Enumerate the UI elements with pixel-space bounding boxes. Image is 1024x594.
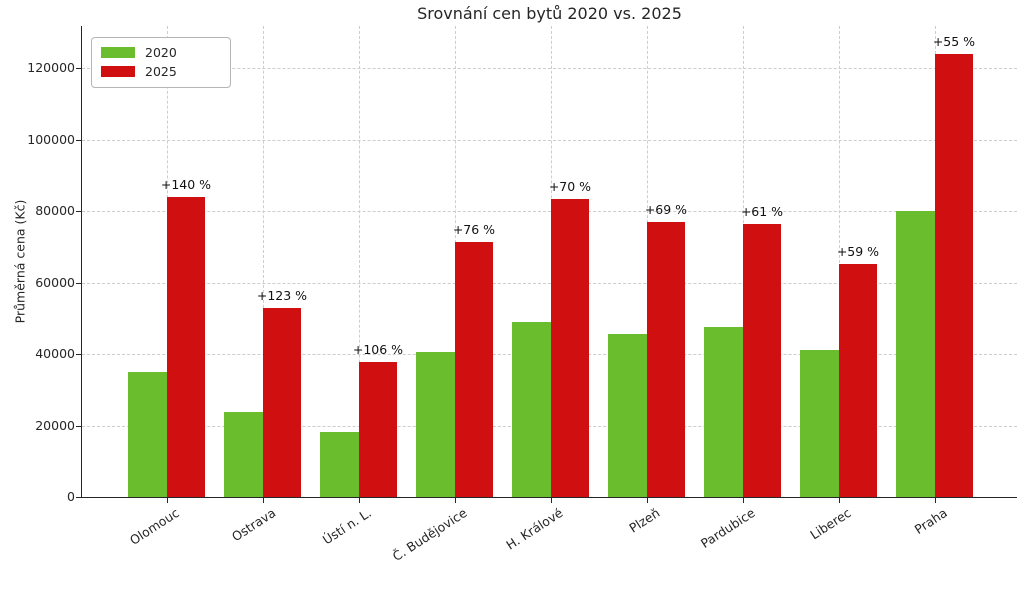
y-tick-label-0: 0	[67, 489, 75, 504]
legend-label-2020: 2020	[145, 45, 177, 60]
x-tick-label-0: Olomouc	[127, 505, 182, 548]
bar-2020-0	[128, 371, 167, 497]
chart-title: Srovnání cen bytů 2020 vs. 2025	[417, 4, 682, 23]
annotation-4: +70 %	[548, 179, 592, 195]
bar-2025-2	[358, 362, 398, 497]
y-tick-label-40000: 40000	[35, 346, 75, 361]
legend-label-2025: 2025	[145, 64, 177, 79]
gridline-y-120000	[82, 68, 1017, 69]
bar-2020-8	[896, 211, 935, 497]
x-tick-label-5: Plzeň	[625, 505, 662, 536]
x-tick-8	[934, 498, 936, 503]
gridline-y-100000	[82, 139, 1017, 141]
x-tick-4	[550, 498, 552, 503]
x-tick-label-1: Ostrava	[228, 505, 278, 545]
y-tick-60000	[75, 282, 82, 284]
x-tick-5	[646, 498, 648, 503]
annotation-1: +123 %	[256, 288, 308, 304]
y-tick-20000	[75, 425, 82, 427]
annotation-3: +76 %	[452, 222, 496, 238]
bar-2020-2	[320, 431, 359, 497]
gridline-x-1	[262, 26, 264, 497]
x-tick-2	[358, 498, 360, 503]
annotation-7: +59 %	[836, 243, 880, 259]
bar-2020-3	[416, 352, 455, 497]
y-tick-80000	[75, 211, 82, 212]
y-tick-0	[75, 497, 82, 498]
bar-2025-6	[742, 223, 782, 497]
bar-2020-5	[608, 334, 647, 497]
gridline-x-2	[358, 26, 360, 497]
x-axis-line	[81, 497, 1017, 498]
annotation-2: +106 %	[352, 342, 404, 358]
bar-2025-0	[166, 196, 206, 497]
x-tick-label-4: H. Králové	[503, 505, 566, 553]
bar-2025-7	[838, 263, 878, 497]
y-tick-40000	[75, 354, 82, 355]
bar-2025-8	[934, 53, 974, 497]
y-tick-label-60000: 60000	[35, 274, 75, 290]
y-tick-120000	[75, 68, 82, 69]
annotation-0: +140 %	[160, 176, 212, 192]
x-tick-label-8: Praha	[911, 505, 950, 538]
x-tick-label-7: Liberec	[807, 505, 854, 543]
annotation-6: +61 %	[740, 203, 784, 219]
bar-2025-4	[550, 199, 590, 497]
y-tick-label-120000: 120000	[27, 60, 75, 75]
y-axis-line	[81, 26, 82, 498]
legend-item-2020: 2020	[101, 43, 221, 62]
x-tick-label-2: Ústí n. L.	[319, 505, 374, 548]
bar-2020-7	[800, 350, 839, 497]
y-tick-label-80000: 80000	[35, 203, 75, 218]
gridline-y-60000	[82, 282, 1017, 284]
legend-swatch-2025	[101, 66, 135, 77]
bar-2025-3	[454, 242, 494, 497]
bar-2020-6	[704, 327, 743, 497]
y-tick-label-20000: 20000	[35, 417, 75, 433]
gridline-x-7	[838, 26, 840, 497]
gridline-y-80000	[82, 211, 1017, 212]
x-tick-0	[166, 498, 168, 503]
bar-2020-4	[512, 321, 551, 497]
annotation-5: +69 %	[644, 202, 688, 218]
bar-2025-5	[646, 222, 686, 497]
y-tick-label-100000: 100000	[27, 131, 75, 147]
x-tick-3	[454, 498, 456, 503]
legend-swatch-2020	[101, 47, 135, 58]
legend-item-2025: 2025	[101, 62, 221, 81]
bar-2020-1	[224, 412, 263, 497]
x-tick-1	[262, 498, 264, 503]
y-tick-100000	[75, 139, 82, 141]
x-tick-label-3: Č. Budějovice	[390, 505, 470, 565]
x-tick-6	[742, 498, 744, 503]
bar-2025-1	[262, 308, 302, 497]
x-tick-7	[838, 498, 840, 503]
legend: 2020 2025	[91, 37, 231, 88]
annotation-8: +55 %	[932, 33, 976, 49]
x-tick-label-6: Pardubice	[698, 505, 758, 552]
